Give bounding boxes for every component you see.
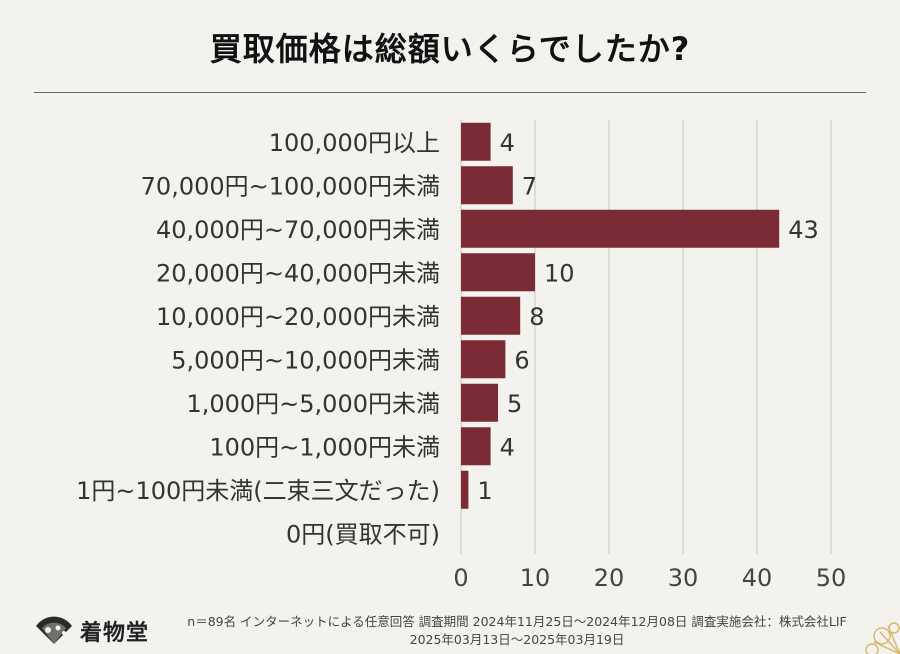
category-label: 20,000円~40,000円未満 [156, 259, 440, 287]
corner-ornament [865, 622, 900, 654]
survey-note-line1: n＝89名 インターネットによる任意回答 調査期間 2024年11月25日～20… [187, 614, 847, 629]
category-label: 1円~100円未満(二束三文だった) [76, 477, 440, 505]
brand-name: 着物堂 [80, 620, 150, 646]
category-label: 5,000円~10,000円未満 [171, 346, 440, 374]
x-tick-label: 30 [668, 564, 699, 592]
value-label: 4 [500, 433, 515, 461]
value-label: 5 [507, 390, 522, 418]
value-label: 1 [477, 477, 492, 505]
bar [461, 470, 469, 509]
brand-logo: 着物堂 [34, 614, 149, 648]
category-label: 100円~1,000円未満 [209, 433, 440, 461]
category-label: 70,000円~100,000円未満 [141, 172, 440, 200]
bar [461, 296, 521, 335]
x-tick-label: 40 [742, 564, 773, 592]
bar [461, 209, 780, 248]
value-label: 4 [500, 129, 515, 157]
bar [461, 427, 491, 466]
value-label: 10 [544, 259, 575, 287]
bar [461, 383, 498, 422]
survey-note-line2: 2025年03月13日～2025年03月19日 [409, 632, 625, 647]
category-label: 100,000円以上 [269, 129, 440, 157]
bar [461, 340, 506, 379]
x-tick-label: 10 [520, 564, 551, 592]
value-label: 6 [514, 346, 529, 374]
bar [461, 122, 491, 161]
x-tick-label: 0 [453, 564, 468, 592]
fan-icon [36, 616, 72, 644]
survey-note: n＝89名 インターネットによる任意回答 調査期間 2024年11月25日～20… [172, 613, 862, 649]
bar [461, 166, 513, 205]
x-tick-label: 50 [816, 564, 847, 592]
chart-title: 買取価格は総額いくらでしたか? [209, 30, 691, 68]
value-label: 43 [788, 216, 819, 244]
value-label: 7 [522, 172, 537, 200]
value-label: 8 [529, 303, 544, 331]
category-label: 1,000円~5,000円未満 [186, 390, 440, 418]
title-divider [34, 92, 866, 93]
bar-chart: 0 10 20 30 40 50 100,000円以上 4 70,000円~100,000円未満… [76, 120, 847, 592]
bar [461, 253, 535, 292]
category-label: 10,000円~20,000円未満 [156, 303, 440, 331]
category-label: 0円(買取不可) [286, 520, 440, 548]
category-label: 40,000円~70,000円未満 [156, 216, 440, 244]
x-tick-label: 20 [594, 564, 625, 592]
